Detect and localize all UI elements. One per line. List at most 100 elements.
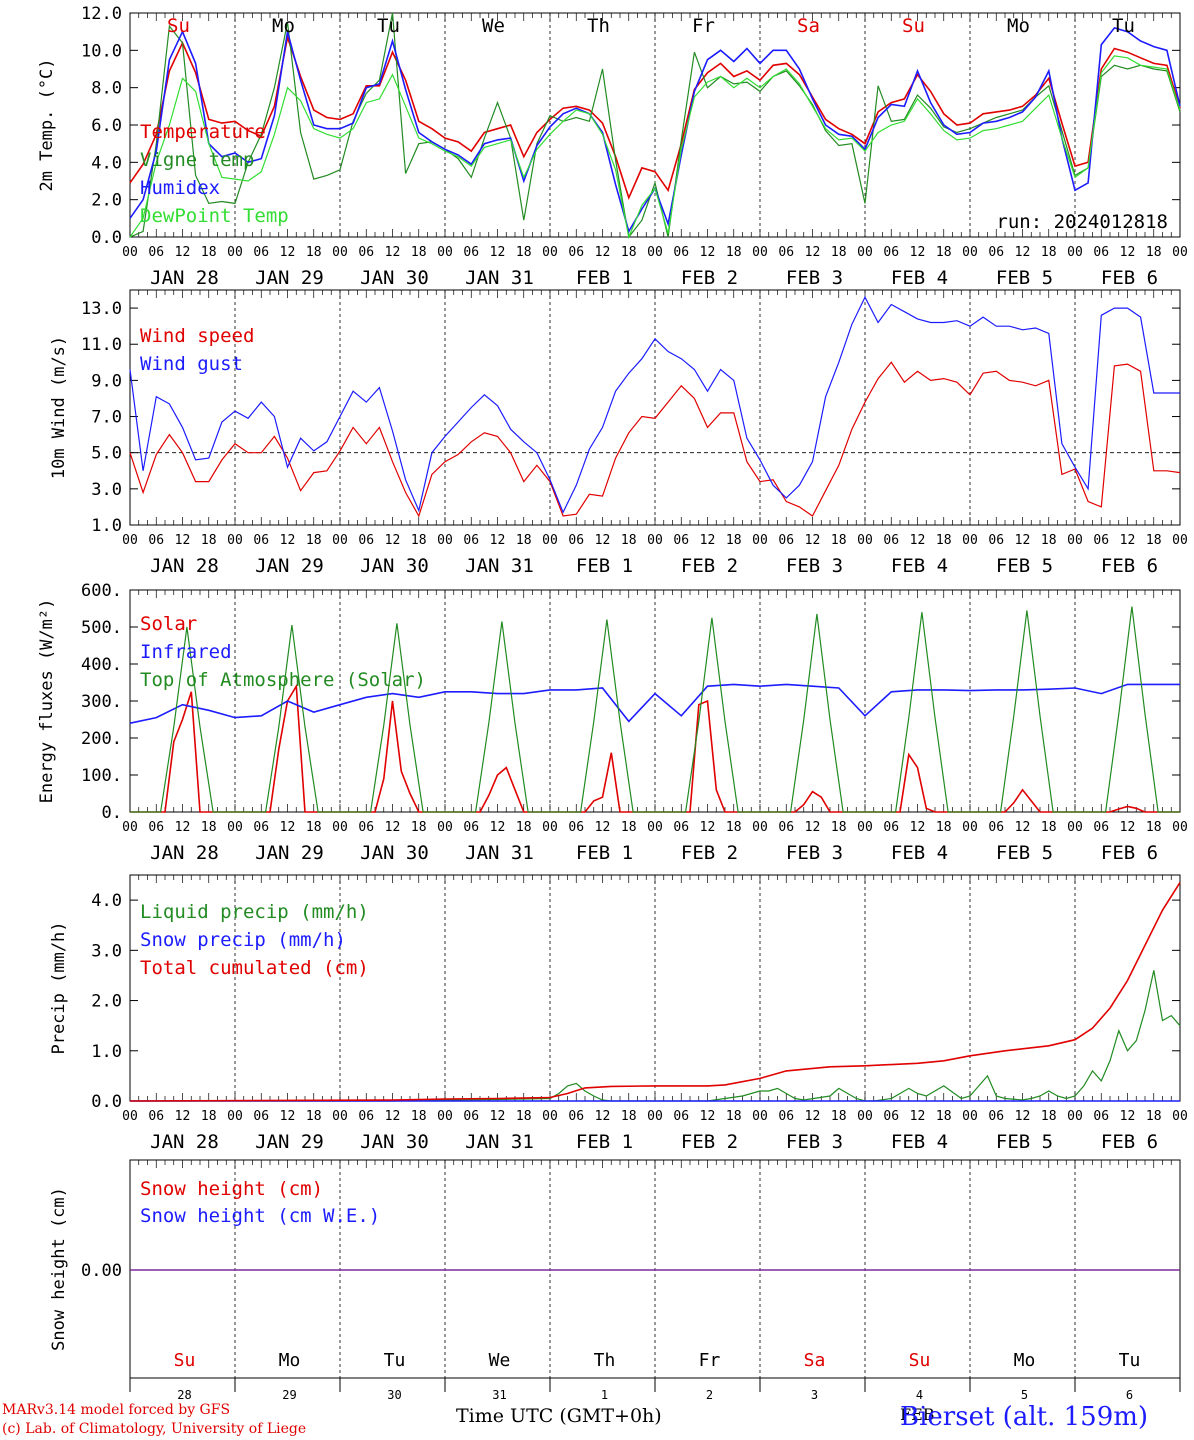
hour-label: 06: [358, 820, 374, 835]
hour-label: 00: [857, 1109, 873, 1124]
hour-label: 12: [280, 820, 296, 835]
panel-frame: [129, 12, 1181, 238]
hour-label: 00: [647, 245, 663, 260]
date-label: JAN 29: [255, 555, 324, 577]
hour-label: 06: [673, 533, 689, 548]
hour-label: 06: [358, 245, 374, 260]
hour-label: 00: [962, 820, 978, 835]
hour-label: 00: [857, 820, 873, 835]
hour-label: 06: [148, 245, 164, 260]
date-label: FEB 4: [891, 555, 948, 577]
bottom-day-number: 1: [601, 1388, 608, 1402]
y-axis-label: Energy fluxes (W/m²): [37, 599, 57, 804]
legend-dewpoint-temp: DewPoint Temp: [140, 205, 289, 227]
hour-label: 06: [568, 820, 584, 835]
hour-label: 18: [831, 820, 847, 835]
hour-label: 12: [700, 820, 716, 835]
series-line-dewpoint-temp: [129, 55, 1181, 240]
hour-label: 12: [175, 820, 191, 835]
hour-label: 12: [385, 245, 401, 260]
y-axis-label: Snow height (cm): [49, 1187, 69, 1351]
date-label: FEB 2: [681, 555, 738, 577]
y-tick-label: 200.: [81, 729, 122, 749]
date-label: FEB 2: [681, 267, 738, 289]
hour-label: 00: [542, 1109, 558, 1124]
day-name: Fr: [692, 15, 715, 37]
hour-label: 06: [673, 820, 689, 835]
month-label: FEB: [900, 1405, 935, 1424]
hour-label: 18: [621, 820, 637, 835]
hour-label: 18: [306, 245, 322, 260]
hour-label: 00: [1067, 1109, 1083, 1124]
hour-label: 18: [726, 1109, 742, 1124]
hour-label: 18: [621, 1109, 637, 1124]
hour-label: 18: [621, 533, 637, 548]
legend-total-cumulated-cm-: Total cumulated (cm): [140, 957, 369, 979]
y-tick-label: 0.: [102, 803, 122, 823]
hour-label: 06: [253, 533, 269, 548]
date-label: JAN 31: [465, 267, 534, 289]
y-tick-label: 7.0: [91, 408, 122, 428]
hour-label: 18: [201, 533, 217, 548]
time-axis-label: Time UTC (GMT+0h): [456, 1405, 662, 1427]
y-tick-label: 100.: [81, 766, 122, 786]
y-tick-label: 0.00: [81, 1261, 122, 1281]
series-line-wind-gust: [129, 295, 1180, 514]
y-tick-label: 500.: [81, 618, 122, 638]
date-label: JAN 30: [360, 842, 429, 864]
date-label: JAN 31: [465, 1131, 534, 1153]
hour-label: 00: [752, 1109, 768, 1124]
hour-label: 12: [700, 245, 716, 260]
hour-label: 00: [437, 820, 453, 835]
legend-snow-height-cm-: Snow height (cm): [140, 1178, 323, 1200]
hour-label: 00: [227, 820, 243, 835]
hour-label: 00: [122, 820, 138, 835]
hour-label: 06: [253, 245, 269, 260]
bottom-day-name: Fr: [699, 1350, 721, 1371]
bottom-day-name: Su: [909, 1350, 931, 1371]
legend-solar: Solar: [140, 613, 197, 635]
hour-label: 12: [280, 245, 296, 260]
hour-label: 18: [936, 533, 952, 548]
y-tick-label: 10.0: [81, 41, 122, 61]
date-label: JAN 28: [150, 555, 219, 577]
hour-label: 12: [595, 1109, 611, 1124]
hour-label: 12: [805, 533, 821, 548]
day-name: Mo: [272, 15, 295, 37]
date-label: JAN 28: [150, 842, 219, 864]
hour-label: 06: [358, 1109, 374, 1124]
day-name: We: [482, 15, 505, 37]
hour-label: 18: [201, 245, 217, 260]
hour-label: 18: [1146, 820, 1162, 835]
date-label: JAN 29: [255, 842, 324, 864]
hour-label: 00: [122, 533, 138, 548]
hour-label: 00: [962, 533, 978, 548]
y-tick-label: 600.: [81, 581, 122, 601]
date-label: FEB 1: [576, 842, 633, 864]
hour-label: 06: [253, 820, 269, 835]
bottom-day-number: 31: [492, 1388, 506, 1402]
y-tick-label: 12.0: [81, 4, 122, 24]
hour-label: 00: [1172, 1109, 1188, 1124]
y-axis-label: 2m Temp. (°C): [37, 58, 57, 191]
hour-label: 00: [1172, 533, 1188, 548]
hour-label: 06: [358, 533, 374, 548]
date-label: FEB 5: [996, 267, 1053, 289]
hour-label: 12: [280, 533, 296, 548]
legend-liquid-precip-mm-h-: Liquid precip (mm/h): [140, 901, 369, 923]
hour-label: 06: [1093, 245, 1109, 260]
hour-label: 12: [910, 1109, 926, 1124]
date-label: FEB 6: [1101, 842, 1158, 864]
date-label: FEB 1: [576, 1131, 633, 1153]
hour-label: 00: [437, 1109, 453, 1124]
hour-label: 06: [883, 1109, 899, 1124]
hour-label: 00: [227, 1109, 243, 1124]
date-label: FEB 6: [1101, 555, 1158, 577]
date-label: FEB 5: [996, 555, 1053, 577]
date-label: FEB 2: [681, 1131, 738, 1153]
hour-label: 12: [700, 1109, 716, 1124]
hour-label: 06: [148, 820, 164, 835]
y-tick-label: 11.0: [81, 335, 122, 355]
date-label: FEB 3: [786, 842, 843, 864]
y-axis-label: 10m Wind (m/s): [49, 336, 69, 479]
